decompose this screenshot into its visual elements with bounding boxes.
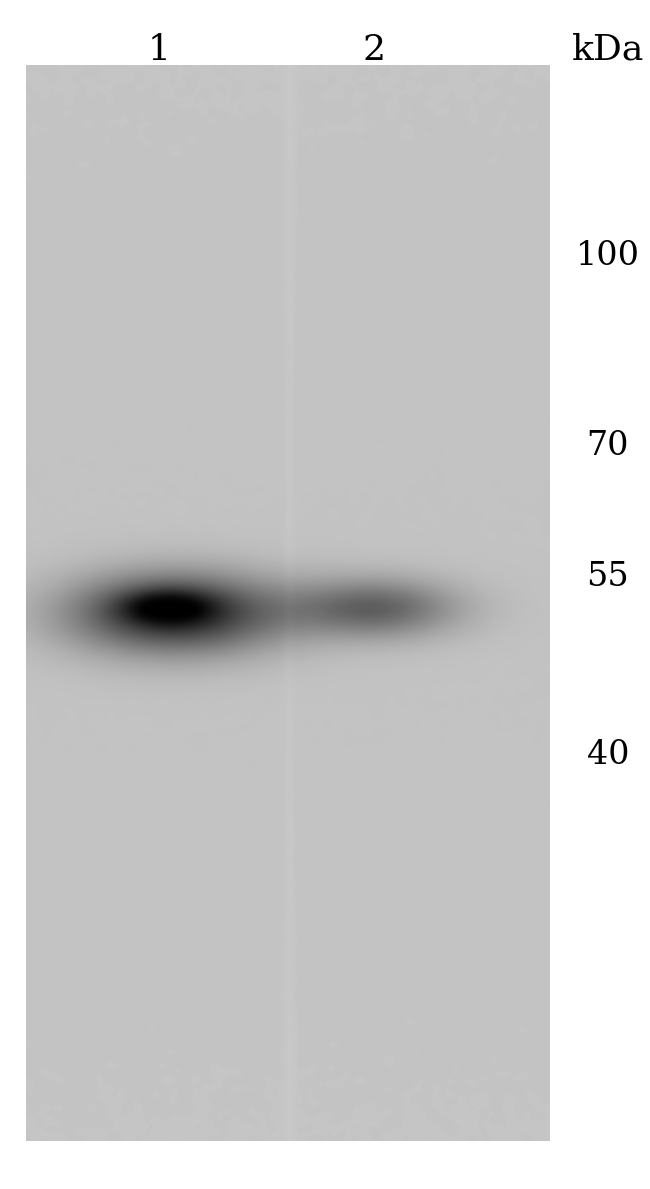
Text: 100: 100 xyxy=(576,240,640,271)
Text: 2: 2 xyxy=(362,33,385,67)
Text: 70: 70 xyxy=(586,430,629,461)
Text: 55: 55 xyxy=(586,561,629,592)
Text: 1: 1 xyxy=(148,33,171,67)
Text: kDa: kDa xyxy=(571,33,644,67)
Text: 40: 40 xyxy=(586,740,629,770)
